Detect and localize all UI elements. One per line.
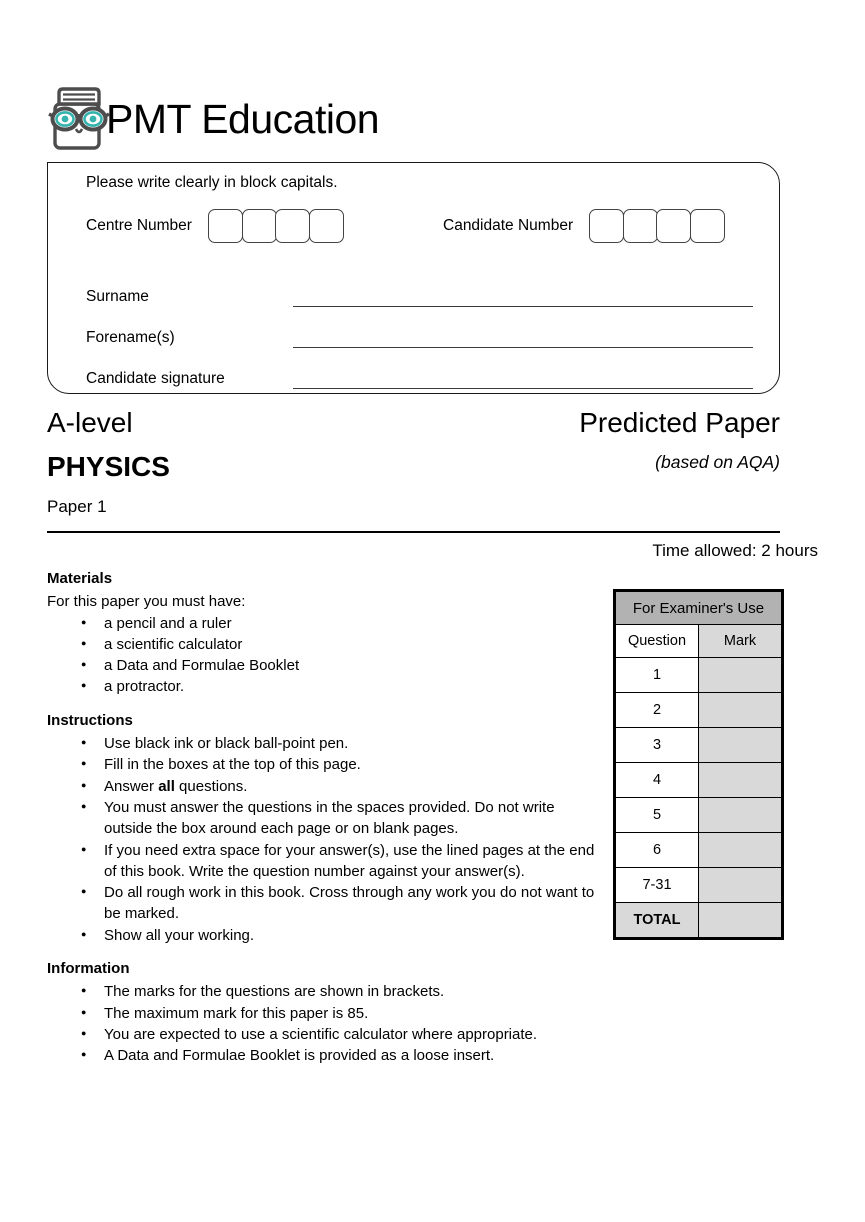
table-row: 7-31 (616, 867, 781, 903)
logo-text: PMT Education (106, 95, 380, 142)
question-number: 5 (616, 797, 699, 833)
list-item: Use black ink or black ball-point pen. (47, 733, 599, 754)
exam-board-note: (based on AQA) (655, 452, 780, 473)
candidate-details-box: Please write clearly in block capitals. … (47, 162, 780, 394)
qualification-level: A-level (47, 407, 133, 438)
question-number: 1 (616, 657, 699, 693)
list-item: a pencil and a ruler (47, 613, 599, 634)
forenames-label: Forename(s) (86, 329, 175, 347)
centre-number-char-3[interactable] (275, 209, 311, 243)
mark-cell[interactable] (698, 797, 781, 833)
number-fields-row: Centre Number Candidate Number (86, 209, 746, 249)
total-label: TOTAL (616, 902, 699, 937)
candidate-number-group: Candidate Number (443, 209, 725, 243)
list-item: Do all rough work in this book. Cross th… (47, 882, 599, 925)
candidate-number-input[interactable] (589, 209, 725, 243)
examiner-table-title: For Examiner's Use (616, 592, 781, 625)
candidate-number-char-3[interactable] (656, 209, 692, 243)
candidate-signature-input[interactable] (293, 369, 753, 389)
pmt-education-logo: PMT Education (48, 86, 380, 152)
surname-input[interactable] (293, 287, 753, 307)
table-row: 3 (616, 727, 781, 763)
instructions-list: Use black ink or black ball-point pen. F… (47, 733, 599, 946)
list-item: a scientific calculator (47, 634, 599, 655)
question-number: 7-31 (616, 867, 699, 903)
header-divider (47, 531, 780, 533)
mark-cell[interactable] (698, 727, 781, 763)
pmt-book-owl-icon (48, 86, 110, 152)
candidate-signature-label: Candidate signature (86, 370, 225, 388)
instructions-heading: Instructions (47, 711, 133, 729)
mark-cell[interactable] (698, 867, 781, 903)
mark-cell[interactable] (698, 762, 781, 798)
paper-instructions-column: Materials For this paper you must have: … (47, 568, 599, 1067)
information-heading: Information (47, 960, 130, 978)
centre-number-char-4[interactable] (308, 209, 344, 243)
column-header-mark: Mark (698, 624, 781, 658)
table-row: 5 (616, 797, 781, 833)
list-item: The maximum mark for this paper is 85. (47, 1003, 599, 1024)
table-header-row: For Examiner's Use (616, 592, 781, 625)
forenames-input[interactable] (293, 328, 753, 348)
materials-section: Materials For this paper you must have: … (47, 568, 599, 698)
centre-number-label: Centre Number (86, 217, 192, 234)
block-capitals-instruction: Please write clearly in block capitals. (86, 174, 338, 191)
title-left: A-level PHYSICS Paper 1 (47, 408, 170, 516)
spacer (47, 946, 599, 958)
paper-number: Paper 1 (47, 496, 107, 516)
table-row: 6 (616, 832, 781, 868)
mark-cell[interactable] (698, 657, 781, 693)
list-item: The marks for the questions are shown in… (47, 981, 599, 1002)
materials-intro: For this paper you must have: (47, 593, 246, 611)
question-number: 3 (616, 727, 699, 763)
centre-number-group: Centre Number (86, 209, 344, 243)
candidate-number-char-1[interactable] (589, 209, 625, 243)
forenames-row: Forename(s) (86, 320, 753, 348)
column-header-question: Question (616, 624, 699, 658)
paper-title-block: A-level PHYSICS Paper 1 Predicted Paper … (47, 408, 780, 523)
list-item: a Data and Formulae Booklet (47, 655, 599, 676)
instructions-section: Instructions Use black ink or black ball… (47, 710, 599, 946)
list-item: Fill in the boxes at the top of this pag… (47, 754, 599, 775)
total-mark-cell[interactable] (698, 902, 781, 937)
list-item: Answer all questions. (47, 776, 599, 797)
centre-number-char-2[interactable] (241, 209, 277, 243)
list-item: You are expected to use a scientific cal… (47, 1024, 599, 1045)
question-number: 2 (616, 692, 699, 728)
examiner-use-table: For Examiner's Use Question Mark 1 2 3 (613, 589, 784, 940)
table-row: 4 (616, 762, 781, 798)
materials-heading: Materials (47, 570, 113, 587)
table-total-row: TOTAL (616, 902, 781, 937)
surname-label: Surname (86, 288, 149, 306)
list-item: If you need extra space for your answer(… (47, 840, 599, 883)
information-list: The marks for the questions are shown in… (47, 981, 599, 1066)
question-number: 4 (616, 762, 699, 798)
candidate-number-label: Candidate Number (443, 217, 574, 234)
subject-title: PHYSICS (47, 451, 170, 483)
list-item: A Data and Formulae Booklet is provided … (47, 1045, 599, 1066)
list-item: a protractor. (47, 676, 599, 697)
spacer (47, 698, 599, 710)
list-item: You must answer the questions in the spa… (47, 797, 599, 840)
mark-cell[interactable] (698, 832, 781, 868)
table-column-header-row: Question Mark (616, 624, 781, 658)
title-right: Predicted Paper (based on AQA) (579, 408, 780, 472)
candidate-number-char-2[interactable] (622, 209, 658, 243)
mark-cell[interactable] (698, 692, 781, 728)
surname-row: Surname (86, 279, 753, 307)
materials-list: a pencil and a ruler a scientific calcul… (47, 613, 599, 698)
table-row: 1 (616, 657, 781, 693)
centre-number-char-1[interactable] (207, 209, 243, 243)
candidate-number-char-4[interactable] (689, 209, 725, 243)
list-item: Show all your working. (47, 925, 599, 946)
candidate-signature-row: Candidate signature (86, 361, 753, 389)
time-allowed: Time allowed: 2 hours (652, 541, 818, 560)
information-section: Information The marks for the questions … (47, 958, 599, 1066)
paper-type: Predicted Paper (579, 407, 780, 438)
table-row: 2 (616, 692, 781, 728)
centre-number-input[interactable] (207, 209, 344, 243)
question-number: 6 (616, 832, 699, 868)
